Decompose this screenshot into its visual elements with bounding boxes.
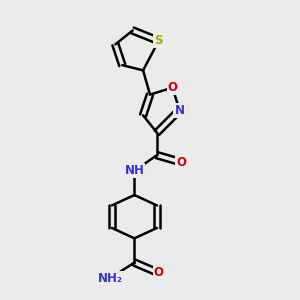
Text: O: O [167, 81, 178, 94]
Text: O: O [154, 266, 164, 280]
Text: S: S [154, 34, 163, 47]
Text: NH₂: NH₂ [98, 272, 123, 285]
Text: N: N [174, 104, 184, 117]
Text: NH: NH [124, 164, 144, 177]
Text: O: O [176, 156, 186, 169]
